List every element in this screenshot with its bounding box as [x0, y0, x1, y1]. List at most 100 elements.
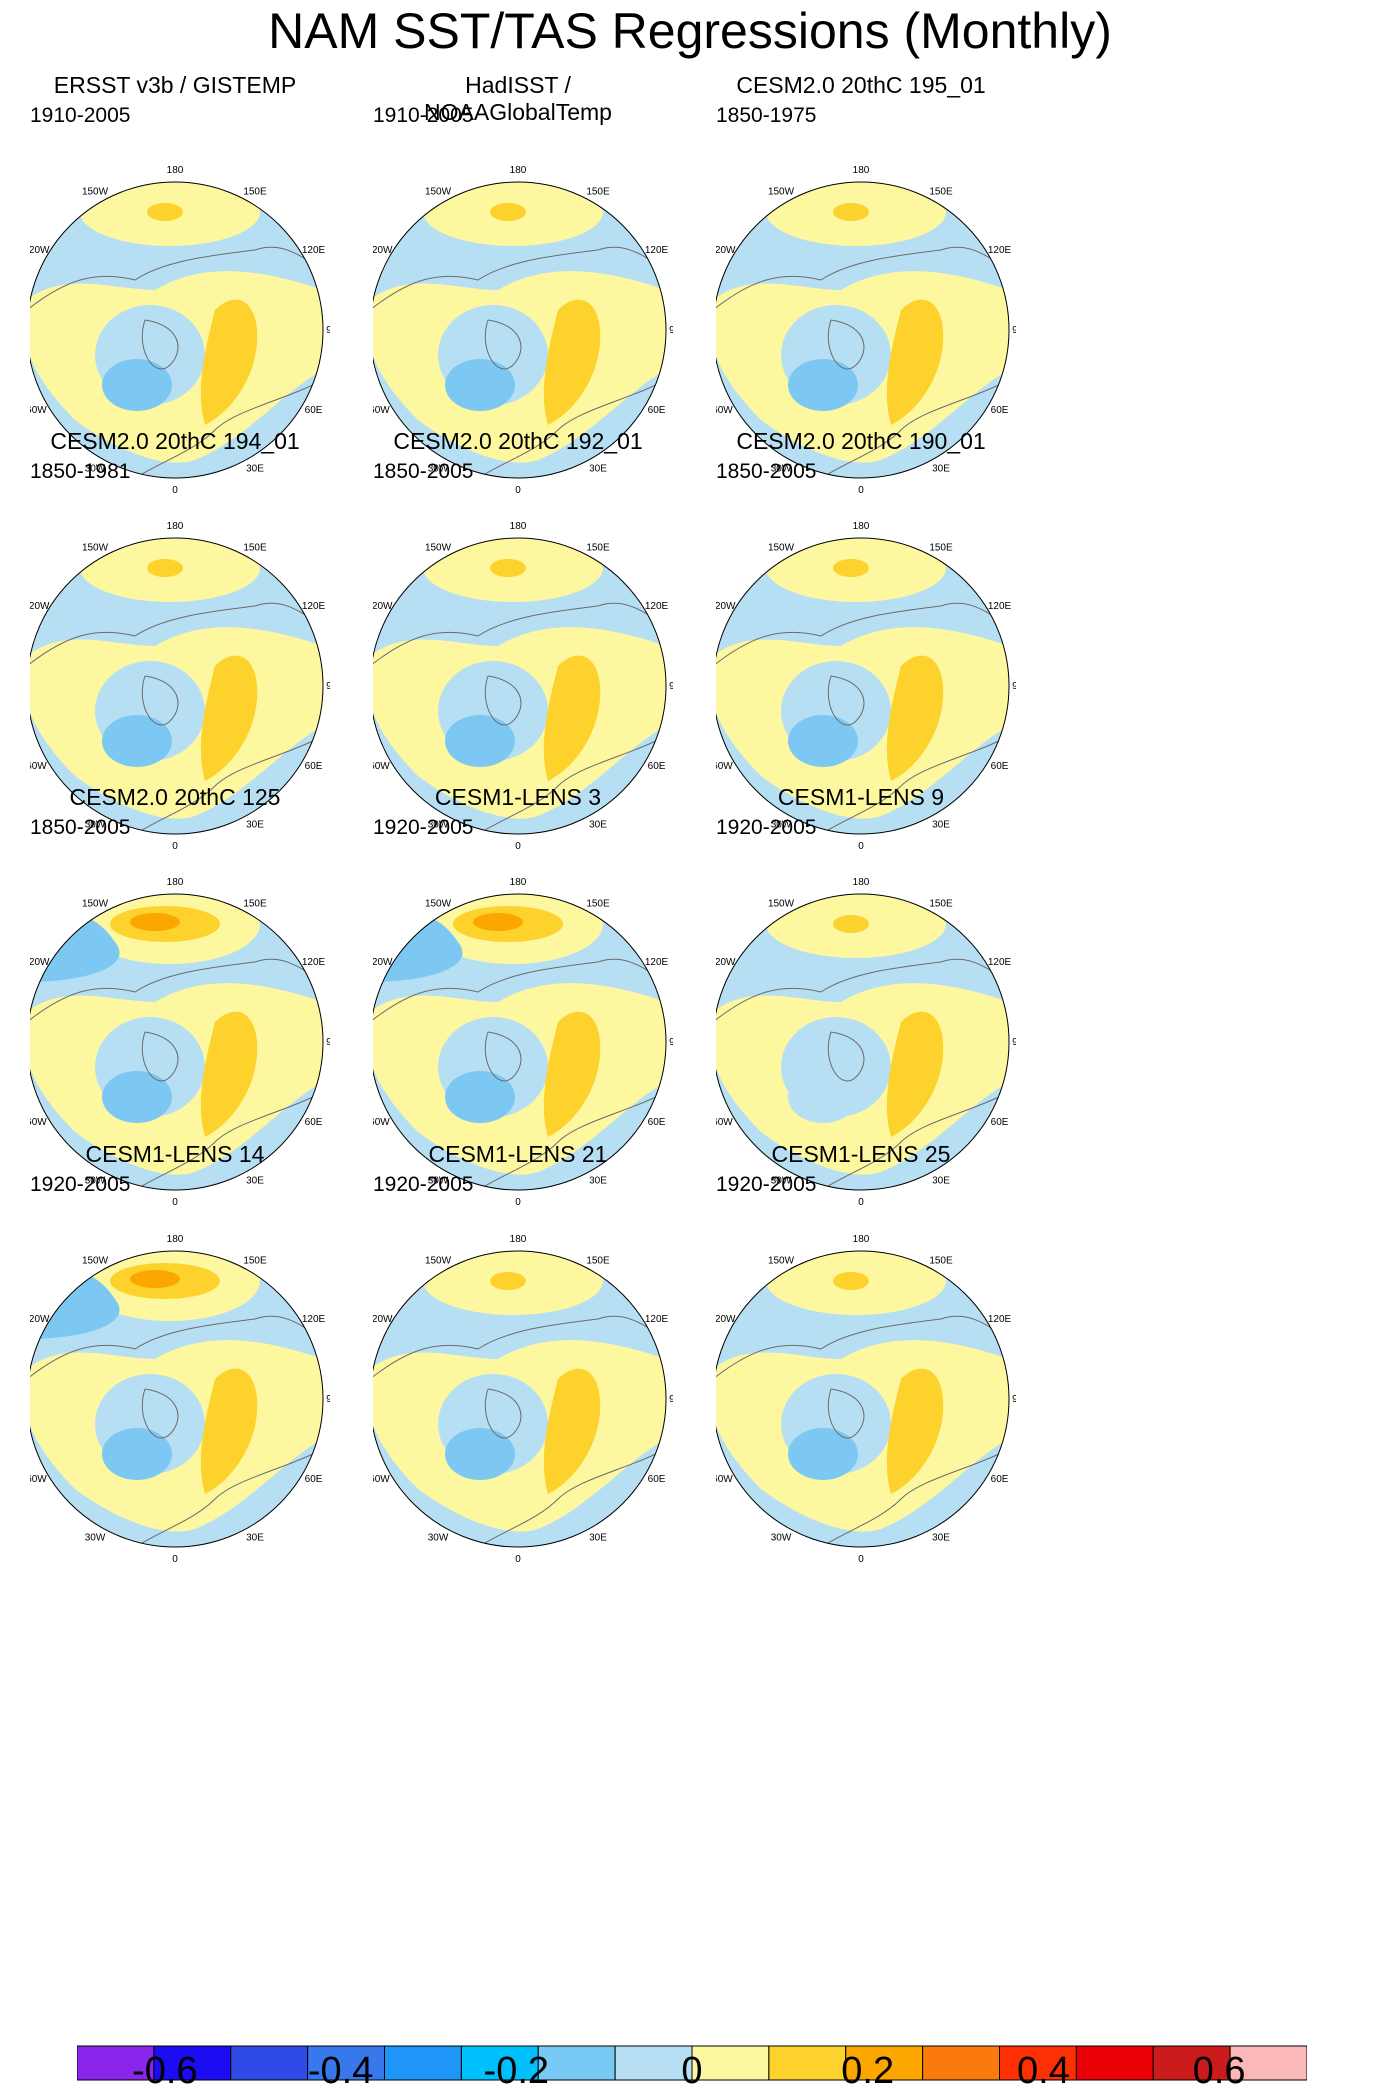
map-panel: CESM2.0 20thC 195_01 1850-1975 180 150E 120E…: [716, 72, 1146, 542]
coastline: [716, 958, 1009, 1190]
longitude-label: 30W: [85, 1176, 106, 1187]
longitude-label: 120W: [30, 957, 50, 968]
longitude-label: 150W: [768, 186, 795, 197]
longitude-label: 150E: [243, 186, 267, 197]
longitude-label: 150W: [82, 542, 109, 553]
map-panel: CESM1-LENS 21 1920-2005 180 150E 120E 90E 60E 3…: [373, 1141, 803, 1611]
north-pacific-peak: [130, 1270, 180, 1288]
eurasia-warm-anomaly: [886, 1368, 944, 1494]
longitude-label: 150W: [425, 1255, 452, 1266]
coastline: [373, 1315, 666, 1547]
longitude-label: 0: [172, 485, 178, 496]
north-pacific-core: [147, 203, 183, 221]
map-panel: CESM2.0 20thC 190_01 1850-2005 180 150E 120E…: [716, 428, 1146, 898]
coastline: [716, 602, 1009, 834]
longitude-label: 30W: [771, 464, 792, 475]
polar-map: 180150E120E90E60E30E030W60W90W120W150W: [30, 165, 330, 496]
longitude-label: 60W: [30, 1117, 47, 1128]
panel-years: 1920-2005: [373, 816, 474, 839]
colorbar-tick-label: -0.2: [483, 2050, 550, 2092]
longitude-label: 150W: [768, 1255, 795, 1266]
labrador-negative-region: [445, 1428, 515, 1480]
longitude-label: 60E: [991, 1117, 1009, 1128]
coastline: [30, 246, 323, 478]
longitude-label: 30E: [589, 820, 607, 831]
longitude-label: 150E: [929, 898, 953, 909]
longitude-label: 120E: [645, 1314, 669, 1325]
polar-map: 180150E120E90E60E30E030W60W90W120W150W: [716, 1234, 1016, 1565]
longitude-label: 0: [515, 1554, 521, 1565]
longitude-label: 150E: [929, 1255, 953, 1266]
longitude-label: 120E: [988, 1314, 1012, 1325]
longitude-label: 30E: [589, 464, 607, 475]
longitude-label: 120E: [645, 245, 669, 256]
longitude-label: 90E: [326, 325, 330, 336]
longitude-label: 30W: [771, 1176, 792, 1187]
longitude-label: 120W: [30, 1314, 50, 1325]
map-boundary: [716, 893, 1010, 1191]
panel-years: 1920-2005: [373, 1173, 474, 1196]
longitude-label: 30W: [85, 820, 106, 831]
eurasia-warm-anomaly: [200, 299, 258, 425]
longitude-label: 60W: [373, 1117, 390, 1128]
colorbar-swatch: [230, 2045, 309, 2081]
panel-title: HadISST / NOAAGlobalTemp: [424, 72, 612, 125]
longitude-label: 30W: [85, 1533, 106, 1544]
longitude-label: 120E: [302, 601, 326, 612]
longitude-label: 120E: [988, 245, 1012, 256]
colorbar-tick-label: 0.2: [841, 2050, 895, 2092]
longitude-label: 90E: [669, 1394, 673, 1405]
figure-title: NAM SST/TAS Regressions (Monthly): [268, 3, 1112, 59]
panel-title: ERSST v3b / GISTEMP: [53, 72, 297, 98]
coastline: [373, 958, 666, 1190]
longitude-label: 90E: [326, 1037, 330, 1048]
longitude-label: 90E: [1012, 1394, 1016, 1405]
map-panel: HadISST / NOAAGlobalTemp 1910-2005 180 150E…: [373, 72, 803, 542]
panel-title: CESM2.0 20thC 195_01: [736, 72, 986, 98]
longitude-label: 60E: [648, 1117, 666, 1128]
eurasia-warm-anomaly: [543, 1368, 601, 1494]
longitude-label: 30E: [589, 1176, 607, 1187]
map-panel: CESM2.0 20thC 194_01 1850-1981 180 150E 120E…: [30, 428, 460, 898]
map-boundary: [716, 1250, 1010, 1548]
longitude-label: 60E: [305, 405, 323, 416]
longitude-label: 30W: [428, 1176, 449, 1187]
longitude-label: 120E: [302, 245, 326, 256]
eurasia-warm-anomaly: [543, 655, 601, 781]
longitude-label: 0: [858, 841, 864, 852]
north-pacific-core: [147, 559, 183, 577]
longitude-label: 180: [853, 877, 870, 888]
map-panel: CESM1-LENS 3 1920-2005 180 150E 120E 90E 60E 30…: [373, 784, 803, 1254]
longitude-label: 60E: [648, 1474, 666, 1485]
panel-title: CESM2.0 20thC 125: [69, 784, 281, 810]
longitude-label: 30W: [428, 1533, 449, 1544]
colorbar-swatch: [153, 2045, 232, 2081]
map-panel: CESM1-LENS 9 1920-2005 180 150E 120E 90E 60E 30…: [716, 784, 1146, 1254]
longitude-label: 180: [167, 165, 184, 176]
eurasia-warm-anomaly: [200, 1011, 258, 1137]
longitude-label: 120E: [302, 1314, 326, 1325]
longitude-label: 30E: [246, 464, 264, 475]
longitude-label: 120W: [716, 957, 736, 968]
longitude-label: 150W: [82, 898, 109, 909]
map-panel: CESM1-LENS 14 1920-2005 180 150E 120E 90E 60E 3…: [30, 1141, 460, 1611]
labrador-negative-region: [102, 715, 172, 767]
north-pacific-core: [833, 1272, 869, 1290]
longitude-label: 150E: [929, 186, 953, 197]
map-panel: ERSST v3b / GISTEMP 1910-2005 180 150E 120E 9…: [30, 72, 460, 542]
polar-map: 180150E120E90E60E30E030W60W90W120W150W: [716, 877, 1016, 1208]
eurasia-warm-anomaly: [886, 655, 944, 781]
eurasia-warm-anomaly: [543, 1011, 601, 1137]
polar-map: 180150E120E90E60E30E030W60W90W120W150W: [716, 165, 1016, 496]
panel-title: CESM1-LENS 14: [85, 1141, 265, 1167]
panel-title: CESM2.0 20thC 194_01: [50, 428, 300, 454]
colorbar-swatch: [614, 2045, 693, 2081]
longitude-label: 90E: [1012, 681, 1016, 692]
longitude-label: 30E: [246, 820, 264, 831]
panel-years: 1850-1981: [30, 460, 131, 483]
longitude-label: 0: [172, 1197, 178, 1208]
colorbar-swatch: [999, 2045, 1077, 2081]
longitude-label: 0: [515, 485, 521, 496]
eurasia-warm-anomaly: [886, 299, 944, 425]
longitude-label: 120W: [30, 245, 50, 256]
